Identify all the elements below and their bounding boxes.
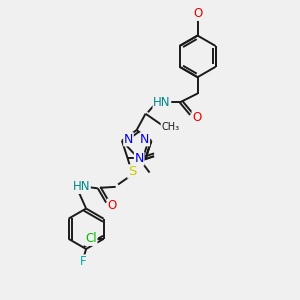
Text: HN: HN [153, 96, 171, 109]
Text: O: O [107, 199, 117, 212]
Text: N: N [134, 152, 144, 165]
Text: O: O [192, 111, 201, 124]
Text: N: N [124, 133, 133, 146]
Text: HN: HN [73, 180, 90, 194]
Text: N: N [140, 133, 149, 146]
Text: S: S [128, 165, 136, 178]
Text: CH₃: CH₃ [161, 122, 179, 131]
Text: O: O [193, 8, 202, 20]
Text: Cl: Cl [85, 232, 97, 245]
Text: F: F [80, 255, 86, 268]
